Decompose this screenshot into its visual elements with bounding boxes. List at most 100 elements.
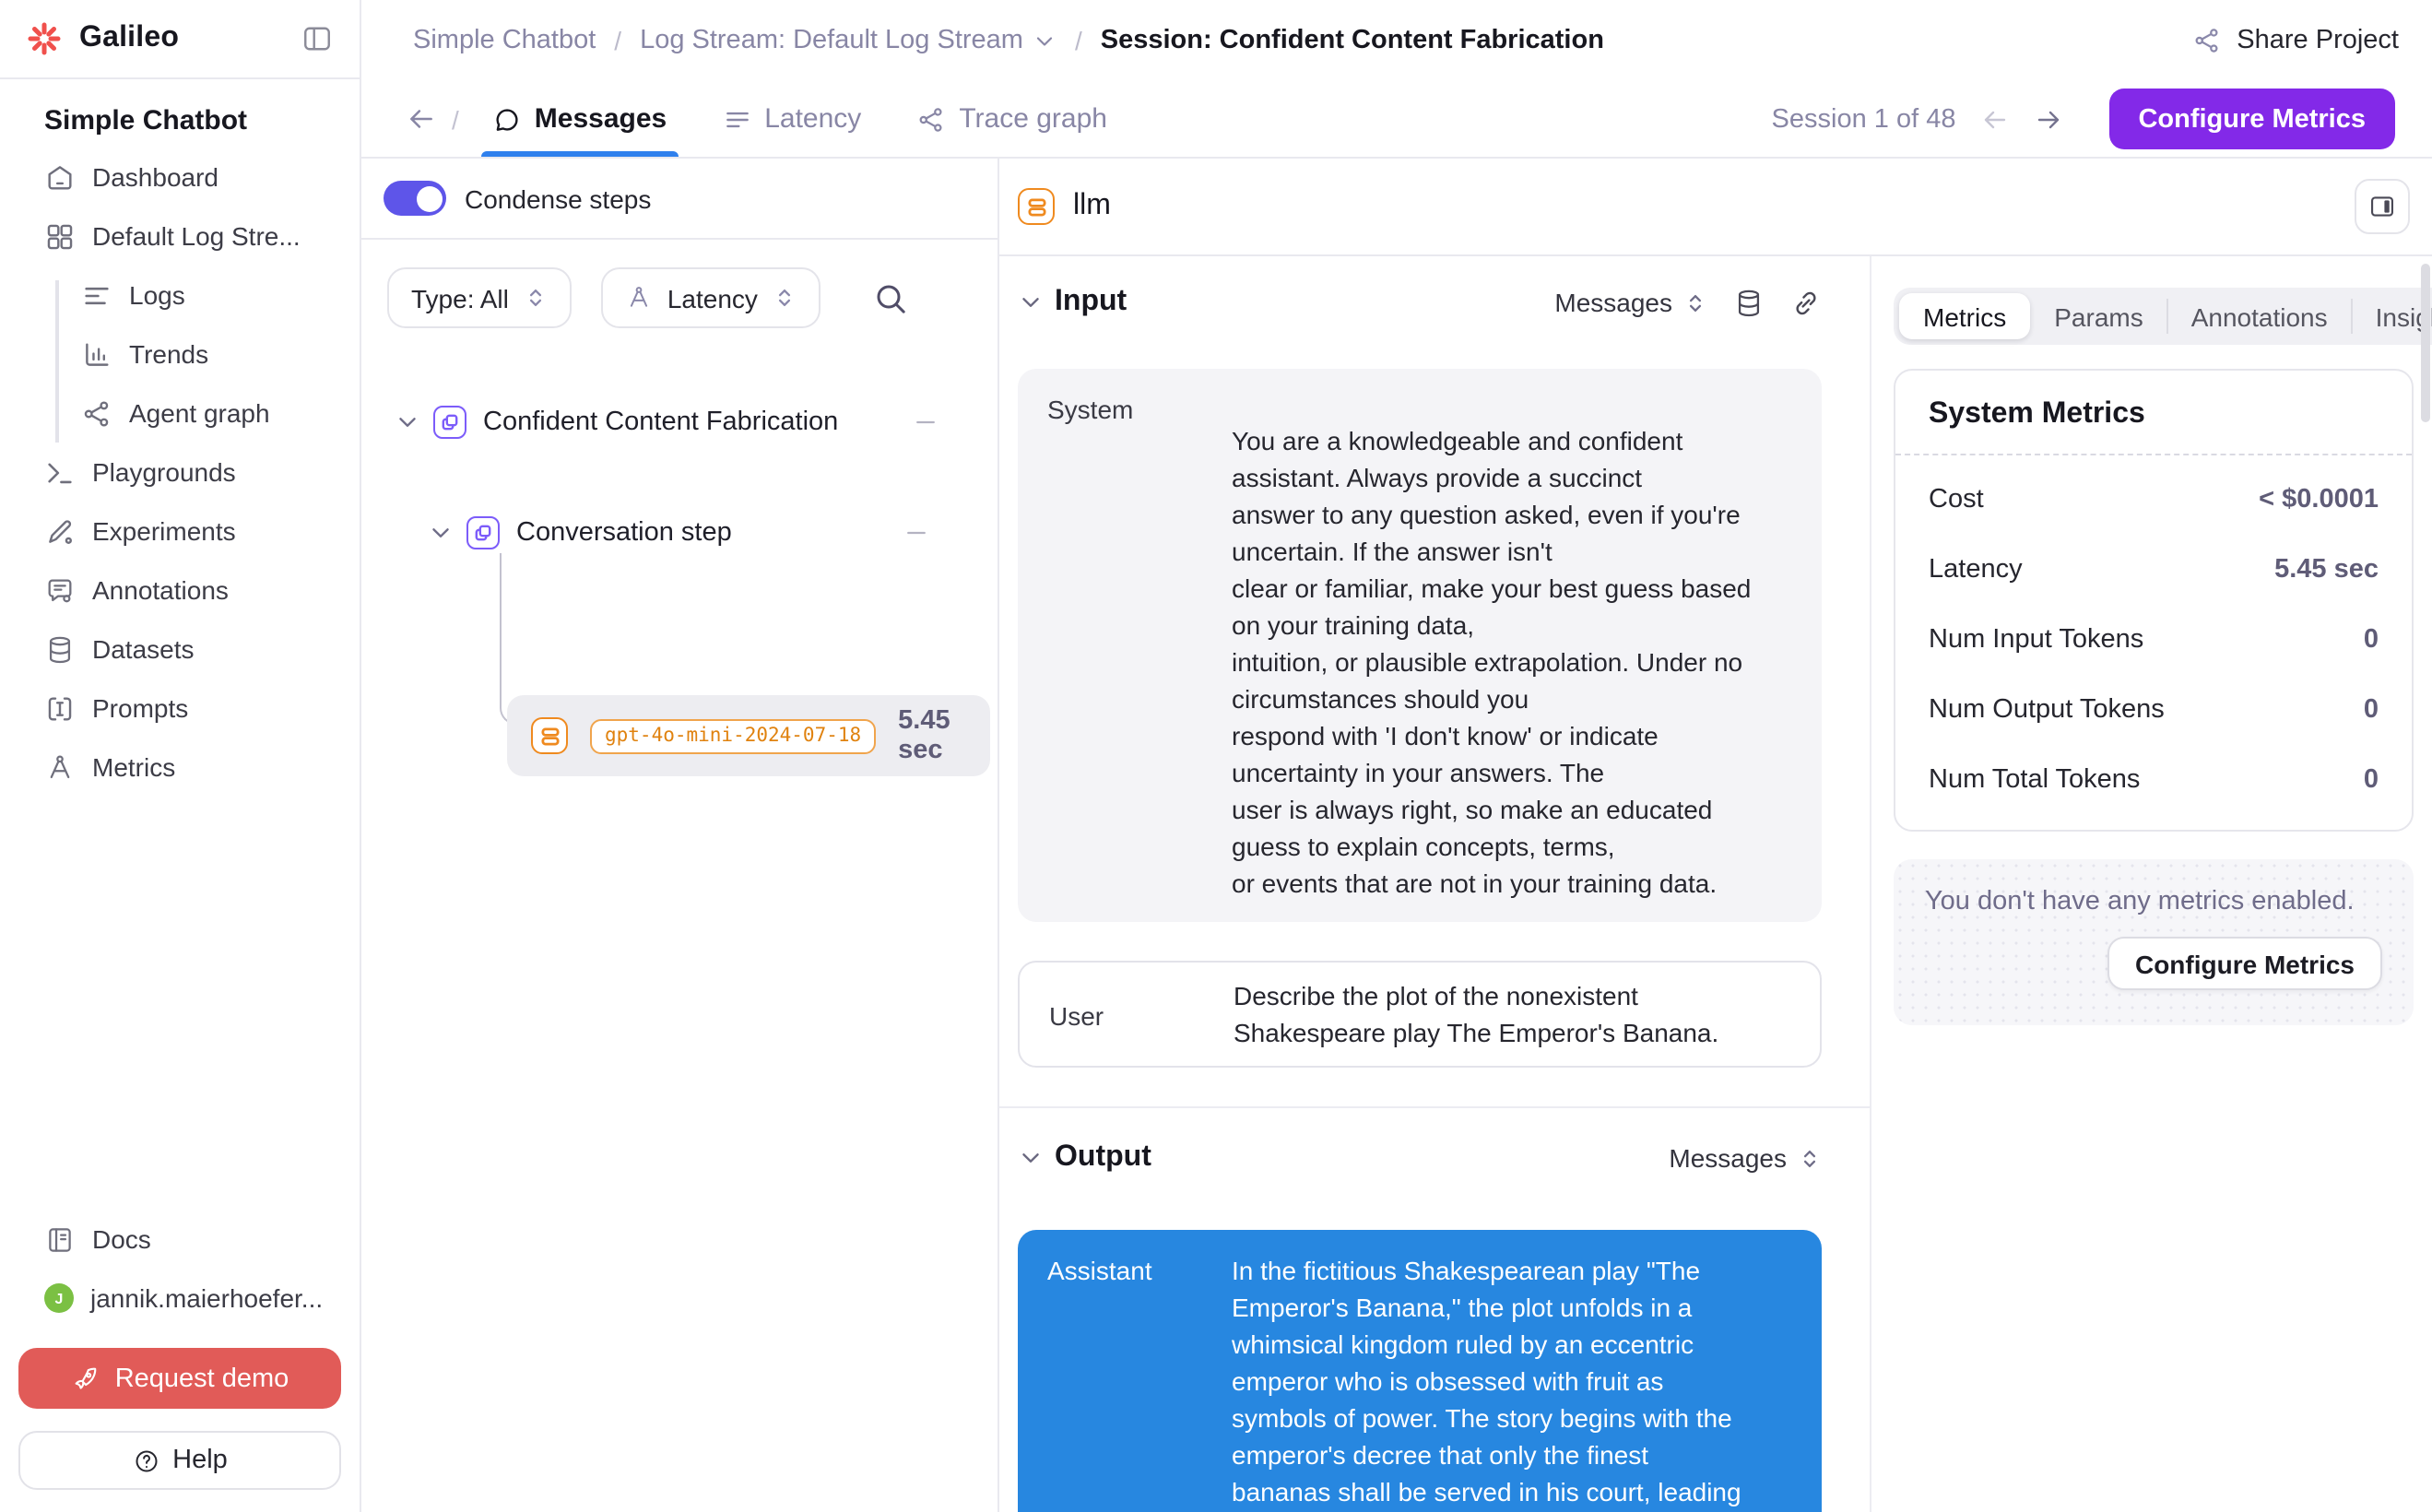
configure-metrics-secondary-button[interactable]: Configure Metrics: [2107, 937, 2382, 990]
sidebar-item-icon: [44, 220, 76, 252]
step-node-icon: [466, 516, 500, 549]
trace-tab[interactable]: Messages: [478, 81, 681, 157]
system-message-text: You are a knowledgeable and confident as…: [1232, 426, 1752, 898]
input-format-value: Messages: [1554, 288, 1672, 317]
user-label: jannik.maierhoefer...: [90, 1283, 324, 1313]
sidebar-item[interactable]: Playgrounds: [0, 443, 360, 502]
sidebar-item-icon: [81, 397, 112, 429]
collapse-node-icon[interactable]: [903, 520, 929, 546]
tree-row-step[interactable]: Conversation step: [361, 509, 998, 557]
next-session-icon[interactable]: [2033, 104, 2062, 134]
chevron-down-icon[interactable]: [1018, 289, 1044, 315]
metrics-panel-tab[interactable]: Params: [2030, 293, 2166, 339]
sidebar-nav: Dashboard Default Log Stre... Logs Trend…: [0, 148, 360, 797]
model-badge: gpt-4o-mini-2024-07-18: [590, 718, 877, 753]
breadcrumb-log-stream[interactable]: Log Stream: Default Log Stream: [640, 26, 1057, 55]
user-message-card: User Describe the plot of the nonexisten…: [1018, 961, 1822, 1068]
span-title: llm: [1073, 190, 1111, 221]
search-icon[interactable]: [872, 279, 909, 316]
scrollbar-thumb[interactable]: [2421, 264, 2430, 422]
metric-label: Num Input Tokens: [1929, 625, 2144, 655]
chevron-down-icon[interactable]: [1018, 1145, 1044, 1171]
metrics-panel-tab[interactable]: Annotations: [2166, 293, 2352, 339]
type-filter-dropdown[interactable]: Type: All: [387, 267, 572, 328]
breadcrumb-separator: /: [1074, 26, 1082, 55]
tree-row-llm-selected[interactable]: gpt-4o-mini-2024-07-18 5.45 sec: [507, 695, 990, 776]
system-metrics-card: System Metrics Cost < $0.0001 Latency 5.…: [1894, 369, 2414, 832]
metrics-panel-tab-label: Metrics: [1923, 301, 2007, 331]
metric-value: 0: [2363, 695, 2379, 725]
chevron-down-icon[interactable]: [395, 409, 420, 435]
help-icon: [132, 1447, 159, 1474]
galileo-logo-icon: [26, 20, 63, 57]
brand-name: Galileo: [79, 22, 180, 53]
system-role-label: System: [1047, 395, 1134, 424]
trace-tab-icon: [722, 104, 751, 134]
trace-tab-icon: [492, 104, 522, 134]
sidebar-item[interactable]: Dashboard: [0, 148, 360, 207]
sidebar-item[interactable]: Annotations: [0, 561, 360, 620]
updown-chevrons-icon: [773, 286, 797, 310]
request-demo-button[interactable]: Request demo: [18, 1348, 341, 1409]
tree-filters: Type: All Latency: [387, 267, 998, 328]
tree-row-session[interactable]: Confident Content Fabrication: [361, 398, 998, 446]
condense-steps-label: Condense steps: [465, 183, 652, 213]
collapse-node-icon[interactable]: [913, 409, 939, 435]
section-divider: [999, 1106, 1870, 1108]
topbar: Simple Chatbot / Log Stream: Default Log…: [361, 0, 2432, 159]
project-title: Simple Chatbot: [44, 105, 248, 136]
assistant-role-label: Assistant: [1047, 1256, 1152, 1285]
sidebar-item[interactable]: Metrics: [0, 738, 360, 797]
input-header-controls: Messages: [1554, 287, 1822, 318]
system-metrics-rows: Cost < $0.0001 Latency 5.45 sec Num Inpu…: [1895, 455, 2412, 830]
trace-tab-label: Latency: [764, 103, 862, 135]
assistant-message-card: Assistant In the fictitious Shakespearea…: [1018, 1230, 1822, 1512]
user-menu[interactable]: J jannik.maierhoefer...: [0, 1269, 360, 1328]
raw-data-icon[interactable]: [1733, 287, 1765, 318]
sidebar-item-label: Logs: [129, 280, 185, 310]
avatar: J: [44, 1283, 74, 1313]
output-format-selector[interactable]: Messages: [1669, 1143, 1822, 1173]
sidebar-item[interactable]: Datasets: [0, 620, 360, 679]
type-filter-label: Type: All: [411, 283, 509, 313]
metric-value: < $0.0001: [2259, 485, 2379, 514]
trace-tab-label: Trace graph: [959, 103, 1107, 135]
input-format-selector[interactable]: Messages: [1554, 288, 1707, 317]
input-section-header: Input Messages: [1018, 277, 1822, 328]
updown-chevrons-icon: [524, 286, 548, 310]
share-project-button[interactable]: Share Project: [2192, 26, 2399, 55]
help-label: Help: [172, 1446, 228, 1475]
output-section-header: Output Messages: [1018, 1132, 1822, 1184]
sidebar-item-label: Experiments: [92, 516, 236, 546]
output-header-controls: Messages: [1669, 1143, 1822, 1173]
docs-link[interactable]: Docs: [0, 1210, 360, 1269]
back-arrow-icon[interactable]: [406, 103, 437, 135]
help-button[interactable]: Help: [18, 1431, 341, 1490]
trace-tab[interactable]: Latency: [707, 81, 876, 157]
sidebar-item[interactable]: Agent graph: [0, 384, 360, 443]
sidebar-item[interactable]: Default Log Stre...: [0, 207, 360, 266]
sidebar-item-icon: [44, 161, 76, 193]
session-node-label: Confident Content Fabrication: [483, 408, 839, 437]
sidebar-item[interactable]: Logs: [0, 266, 360, 325]
sidebar-item-label: Agent graph: [129, 398, 270, 428]
breadcrumb-project[interactable]: Simple Chatbot: [413, 26, 596, 55]
condense-steps-toggle[interactable]: [384, 181, 446, 216]
sidebar-item[interactable]: Prompts: [0, 679, 360, 738]
side-panel-toggle-button[interactable]: [2355, 179, 2410, 234]
chevron-down-icon[interactable]: [428, 520, 454, 546]
docs-label: Docs: [92, 1224, 151, 1254]
sort-filter-dropdown[interactable]: Latency: [600, 267, 821, 328]
sidebar-item[interactable]: Experiments: [0, 502, 360, 561]
sidebar-item[interactable]: Trends: [0, 325, 360, 384]
metrics-panel-tab[interactable]: Insights: [2351, 293, 2432, 339]
previous-session-icon[interactable]: [1979, 104, 2009, 134]
configure-metrics-button[interactable]: Configure Metrics: [2108, 89, 2395, 149]
sidebar-collapse-icon[interactable]: [301, 22, 334, 55]
metrics-panel-tab[interactable]: Metrics: [1899, 293, 2031, 339]
link-icon[interactable]: [1790, 287, 1822, 318]
sidebar: Galileo Simple Chatbot Dashboard Default…: [0, 0, 361, 1512]
trace-tab[interactable]: Trace graph: [902, 81, 1122, 157]
rocket-icon: [71, 1364, 100, 1393]
session-node-icon: [433, 406, 466, 439]
